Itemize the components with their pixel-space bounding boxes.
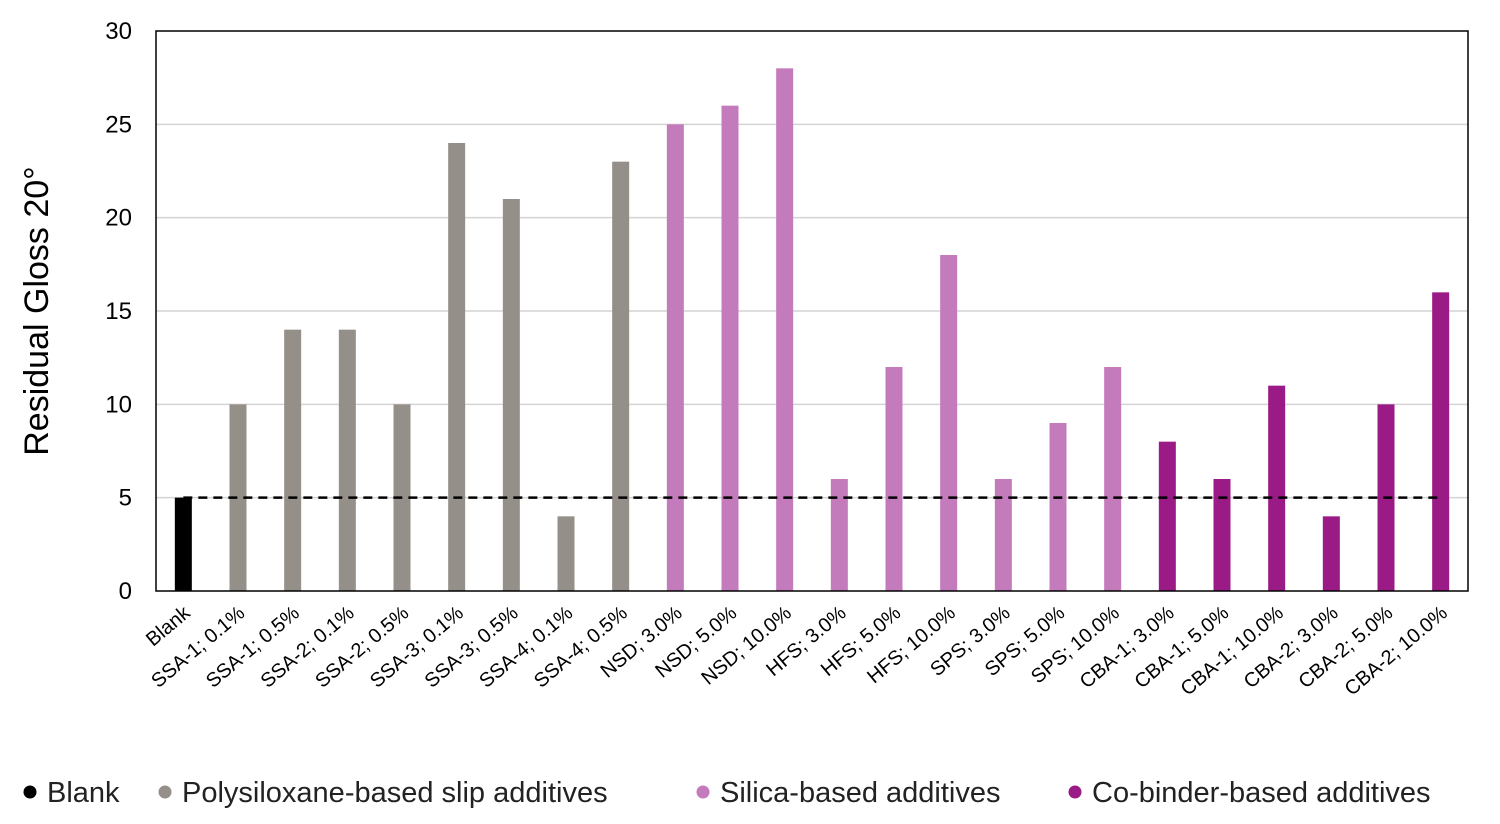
bar	[1158, 441, 1176, 591]
bar	[338, 329, 356, 591]
y-tick-label: 30	[105, 18, 132, 45]
y-axis-ticks: 0 5 10 15 20 25 30	[105, 18, 132, 605]
bar	[174, 497, 192, 591]
bar	[1213, 479, 1231, 591]
legend-label: Silica-based additives	[720, 777, 1000, 809]
bar	[1322, 516, 1340, 591]
bar	[940, 255, 958, 591]
bar	[229, 404, 247, 591]
bar	[1104, 367, 1122, 591]
bar	[284, 329, 302, 591]
legend-marker	[696, 785, 710, 799]
bar	[830, 479, 848, 591]
x-tick-label: SSA-2; 0.1%	[257, 602, 359, 693]
x-tick-label: SSA-1; 0.1%	[147, 602, 249, 693]
x-tick-label: CBA-1; 3.0%	[1076, 602, 1179, 693]
legend: Blank Polysiloxane-based slip additives Si…	[23, 777, 1431, 809]
x-tick-label: SSA-4; 0.5%	[530, 602, 632, 693]
bars	[174, 68, 1450, 592]
y-axis-label: Residual Gloss 20°	[18, 166, 56, 456]
legend-marker	[1068, 785, 1082, 799]
bar	[994, 479, 1012, 591]
bar	[502, 199, 520, 591]
x-tick-label: CBA-2; 3.0%	[1240, 602, 1343, 693]
y-tick-label: 15	[105, 298, 132, 325]
x-tick-label: SSA-3; 0.1%	[366, 602, 468, 693]
y-tick-label: 5	[119, 485, 132, 512]
y-tick-label: 20	[105, 205, 132, 232]
bar	[666, 124, 684, 591]
legend-label: Co-binder-based additives	[1092, 777, 1431, 809]
plot-frame	[155, 30, 1469, 592]
x-tick-label: SSA-2; 0.5%	[311, 602, 413, 693]
bar	[885, 367, 903, 591]
y-tick-label: 10	[105, 391, 132, 418]
legend-label: Polysiloxane-based slip additives	[182, 777, 608, 809]
bar	[1268, 385, 1286, 591]
bar	[1432, 292, 1450, 591]
x-tick-label: SSA-1; 0.5%	[202, 602, 304, 693]
x-tick-label: SSA-3; 0.5%	[421, 602, 523, 693]
x-tick-label: SSA-4; 0.1%	[475, 602, 577, 693]
legend-marker	[158, 785, 172, 799]
y-tick-label: 0	[119, 578, 132, 605]
bar	[776, 68, 794, 592]
y-tick-label: 25	[105, 111, 132, 138]
bar	[448, 143, 466, 591]
bar	[721, 105, 739, 592]
bar	[1049, 423, 1067, 591]
bar	[612, 161, 630, 591]
legend-label: Blank	[47, 777, 120, 809]
legend-marker	[23, 785, 37, 799]
bar	[557, 516, 575, 591]
